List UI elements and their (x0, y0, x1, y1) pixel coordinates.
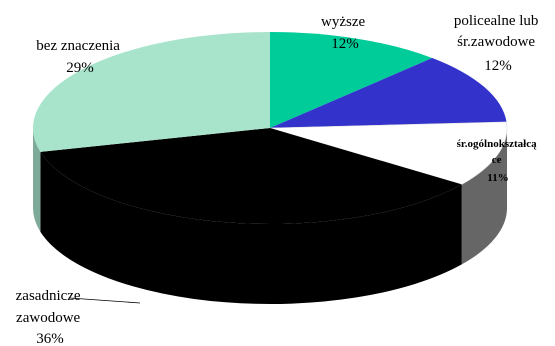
slice-label-bez-znaczenia: bez znaczenia 29% (36, 38, 123, 76)
slice-label-policealne: policealne lub śr.zawodowe 12% (454, 13, 542, 74)
slice-label-wyzsze: wyższe 12% (321, 14, 369, 52)
pie-slice-zasadnicze (40, 128, 462, 225)
pie-slice-r-og-lnokszta-c (269, 121, 508, 185)
leader-line-zasadnicze (69, 297, 141, 304)
pie-slice-bez-znaczenia (33, 32, 271, 152)
pie-sides (33, 128, 507, 305)
pie-side-zasadnicze (40, 151, 462, 305)
pie-side-r-og-lnokszta-c (461, 128, 507, 265)
pie-slice-wy-sze (270, 32, 433, 128)
slice-label-zasadnicze: zasadnicze zawodowe 36% (16, 288, 85, 346)
pie-slice-policealne-lub (270, 58, 507, 128)
pie-side-bez-znaczenia (33, 128, 41, 232)
slice-label-sr-ogolnoksztalcace: śr.ogólnokształcą ce 11% (457, 138, 540, 184)
pie-slices (33, 32, 508, 225)
